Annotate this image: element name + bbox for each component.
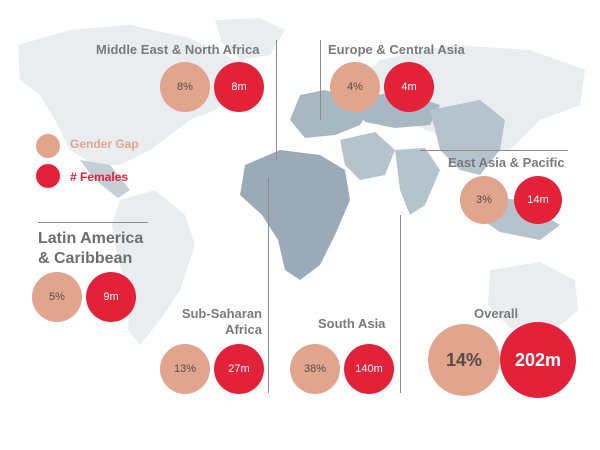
australia-land	[488, 262, 578, 330]
mena-gender-gap: 8%	[160, 62, 210, 112]
eca-females: 4m	[384, 62, 434, 112]
ssa-gender-gap: 13%	[160, 344, 210, 394]
central-america-land	[80, 160, 130, 198]
east-asia-land	[430, 100, 505, 175]
sa-females: 140m	[344, 344, 394, 394]
divider-lac-h	[38, 222, 148, 223]
region-label-ssa-line2: Africa	[225, 322, 262, 337]
middle-east-land	[340, 132, 395, 180]
region-label-lac-line2: & Caribbean	[38, 250, 133, 267]
ssa-females: 27m	[214, 344, 264, 394]
africa-land	[240, 150, 350, 280]
legend-gender-gap-label: Gender Gap	[70, 137, 139, 151]
region-label-overall: Overall	[474, 306, 519, 321]
legend-females-swatch	[36, 164, 60, 188]
legend-females-label: # Females	[70, 170, 129, 184]
north-america-land	[18, 25, 240, 165]
overall-females: 202m	[500, 322, 576, 398]
eap-gender-gap: 3%	[460, 176, 508, 224]
lac-females: 9m	[86, 272, 136, 322]
eap-females: 14m	[514, 176, 562, 224]
region-label-ssa-line1: Sub-Saharan	[181, 306, 262, 321]
greenland-land	[215, 18, 285, 60]
mena-females: 8m	[214, 62, 264, 112]
region-label-eca: Europe & Central Asia	[328, 42, 465, 57]
region-label-sa: South Asia	[318, 316, 386, 331]
region-label-eap: East Asia & Pacific	[448, 155, 565, 170]
eca-gender-gap: 4%	[330, 62, 380, 112]
south-asia-land	[395, 148, 440, 215]
divider-eap-h	[420, 150, 568, 151]
divider-eca	[320, 40, 321, 120]
sa-gender-gap: 38%	[290, 344, 340, 394]
divider-ssa	[268, 178, 269, 393]
overall-gender-gap: 14%	[428, 324, 500, 396]
legend-gender-gap-swatch	[36, 134, 60, 158]
region-label-lac-line1: Latin America	[38, 230, 144, 247]
divider-sa	[400, 215, 401, 393]
region-label-mena: Middle East & North Africa	[96, 42, 260, 57]
divider-mena	[276, 40, 277, 160]
lac-gender-gap: 5%	[32, 272, 82, 322]
